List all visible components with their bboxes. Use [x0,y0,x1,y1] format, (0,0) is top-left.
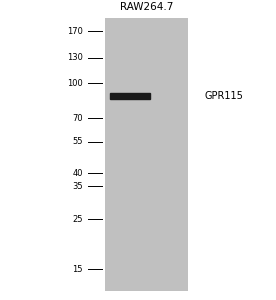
Text: 35: 35 [72,182,83,191]
Text: 70: 70 [72,114,83,123]
Text: 100: 100 [67,79,83,88]
Text: 170: 170 [67,27,83,36]
Text: 15: 15 [72,265,83,274]
Text: 25: 25 [72,214,83,224]
Text: GPR115: GPR115 [204,91,243,101]
Bar [105,18,188,291]
Text: 40: 40 [72,169,83,178]
Text: RAW264.7: RAW264.7 [120,2,173,12]
Text: 55: 55 [72,137,83,146]
Text: 130: 130 [67,53,83,62]
Bar [110,93,150,99]
